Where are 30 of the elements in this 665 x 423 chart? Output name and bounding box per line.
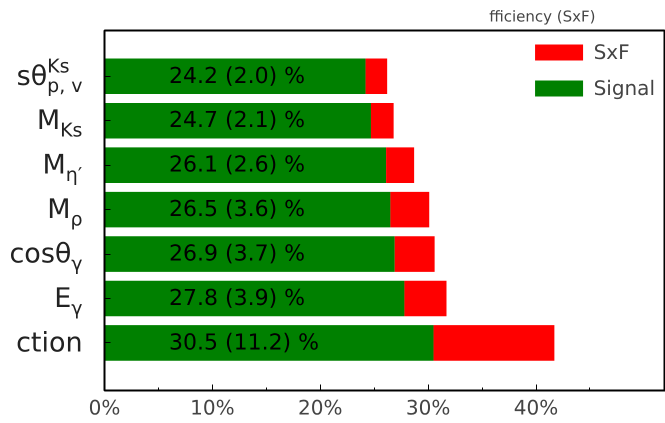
bar — [386, 147, 414, 183]
legend-label: SxF — [594, 40, 630, 64]
bar — [394, 236, 435, 272]
x-tick-label: 20% — [298, 396, 342, 420]
data-label: 27.8 (3.9) % — [169, 286, 306, 311]
data-label: 26.1 (2.6) % — [169, 152, 306, 178]
bar — [104, 147, 386, 183]
data-label: 24.2 (2.0) % — [169, 64, 306, 89]
x-tick-label: 0% — [88, 396, 120, 420]
legend-label: Signal — [594, 76, 655, 100]
chart-title: fficiency (SxF) — [489, 8, 596, 26]
y-tick-label: ction — [16, 327, 83, 358]
x-tick-label: 10% — [190, 396, 235, 420]
data-label: 26.9 (3.7) % — [169, 242, 306, 267]
bar — [104, 236, 395, 272]
bar — [104, 280, 404, 316]
x-tick-label: 40% — [514, 396, 558, 420]
bar — [104, 58, 366, 94]
data-label: 24.7 (2.1) % — [169, 108, 306, 134]
bar — [104, 192, 390, 228]
bar — [404, 280, 446, 316]
bar — [434, 325, 554, 361]
x-tick-label: 30% — [406, 396, 450, 420]
bar — [390, 192, 430, 228]
bar — [366, 58, 388, 94]
bar — [104, 102, 371, 138]
bar — [104, 325, 434, 361]
bar — [370, 102, 394, 138]
data-label: 26.5 (3.6) % — [169, 197, 306, 222]
data-label: 30.5 (11.2) % — [169, 330, 320, 356]
